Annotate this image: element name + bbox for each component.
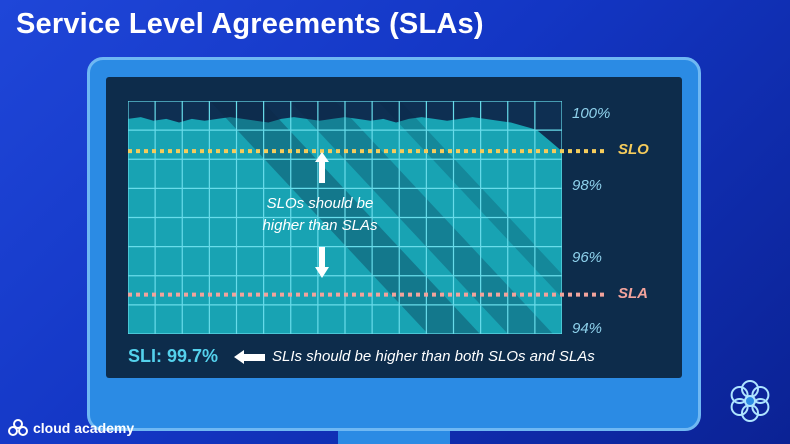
arrow-left-icon — [234, 350, 265, 364]
cloud-academy-logo: cloud academy — [8, 419, 134, 437]
slo-label: SLO — [618, 141, 649, 159]
y-tick-label: 96% — [572, 248, 603, 266]
annotation-line-2: higher than SLAs — [262, 217, 378, 234]
reference-lines — [128, 149, 608, 297]
annotation-line-1: SLOs should be — [266, 195, 374, 212]
y-tick-label: 98% — [572, 177, 603, 195]
y-tick-label: 100% — [572, 105, 611, 123]
arrow-up-icon — [315, 152, 329, 183]
logo-text: cloud academy — [33, 420, 135, 436]
sli-value-label: SLI: 99.7% — [128, 346, 219, 366]
sli-note: SLIs should be higher than both SLOs and… — [272, 348, 595, 365]
brand-flower-icon — [730, 380, 770, 422]
cloud-academy-logo-icon — [8, 419, 28, 436]
slide-title: Service Level Agreements (SLAs) — [16, 8, 484, 40]
y-tick-label: 94% — [572, 320, 603, 338]
sla-label: SLA — [618, 284, 648, 302]
arrow-down-icon — [315, 247, 329, 278]
monitor-stand — [338, 431, 450, 444]
